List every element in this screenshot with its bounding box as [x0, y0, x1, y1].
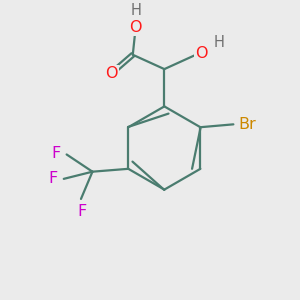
- Text: F: F: [48, 171, 58, 186]
- Text: O: O: [195, 46, 208, 61]
- Text: O: O: [129, 20, 142, 35]
- Text: O: O: [105, 66, 118, 81]
- Text: F: F: [51, 146, 60, 160]
- Text: H: H: [130, 3, 141, 18]
- Text: Br: Br: [238, 117, 256, 132]
- Text: H: H: [214, 35, 225, 50]
- Text: F: F: [78, 204, 87, 219]
